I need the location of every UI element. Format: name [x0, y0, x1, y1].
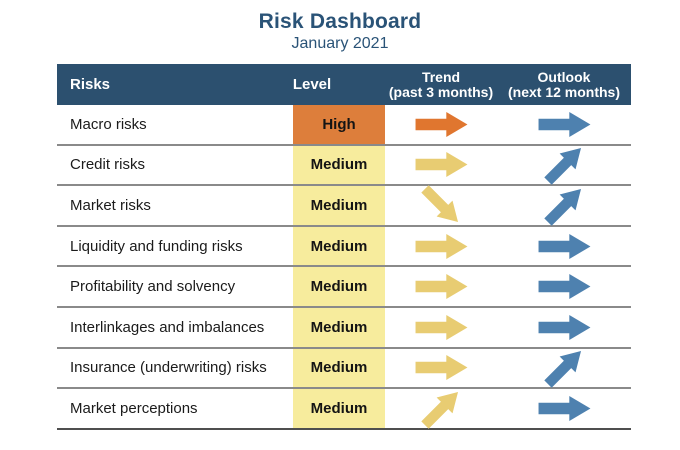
- table-row: Interlinkages and imbalances Medium: [57, 307, 631, 349]
- level-badge: Medium: [293, 145, 385, 185]
- risk-label: Interlinkages and imbalances: [70, 318, 265, 336]
- down-right-arrow-icon: [420, 185, 458, 223]
- level-badge: Medium: [293, 307, 385, 347]
- outlook-cell: [497, 389, 631, 428]
- trend-cell: [385, 349, 497, 388]
- trend-cell: [385, 389, 497, 429]
- trend-cell: [385, 267, 497, 306]
- page-header: Risk Dashboard January 2021: [0, 0, 680, 54]
- outlook-cell: [497, 186, 631, 226]
- level-badge: High: [293, 105, 385, 144]
- right-arrow-icon: [415, 274, 467, 300]
- right-arrow-icon: [538, 111, 590, 137]
- right-arrow-icon: [415, 111, 467, 137]
- up-right-arrow-icon: [543, 351, 581, 389]
- risk-label: Liquidity and funding risks: [70, 237, 243, 255]
- outlook-cell: [497, 308, 631, 347]
- risk-label: Profitability and solvency: [70, 278, 236, 296]
- column-header-outlook-sublabel: (next 12 months): [507, 83, 620, 100]
- table-row: Macro risks High: [57, 105, 631, 146]
- outlook-cell: [497, 227, 631, 266]
- table-row: Market risks Medium: [57, 185, 631, 227]
- right-arrow-icon: [538, 233, 590, 259]
- risk-label: Credit risks: [70, 156, 146, 174]
- level-badge: Medium: [293, 267, 385, 306]
- table-row: Liquidity and funding risks Medium: [57, 226, 631, 268]
- trend-cell: [385, 308, 497, 347]
- right-arrow-icon: [415, 233, 467, 259]
- level-badge: Medium: [293, 226, 385, 266]
- risk-label: Macro risks: [70, 115, 147, 133]
- level-badge: Medium: [293, 348, 385, 388]
- column-header-trend-sublabel: (past 3 months): [388, 83, 494, 100]
- up-right-arrow-icon: [420, 391, 458, 429]
- right-arrow-icon: [538, 395, 590, 421]
- table-row: Market perceptions Medium: [57, 389, 631, 430]
- right-arrow-icon: [415, 355, 467, 381]
- risk-dashboard-table: Risks Level Trend (past 3 months) Outloo…: [57, 64, 631, 430]
- risk-label: Market perceptions: [70, 399, 198, 417]
- column-header-outlook-label: Outlook: [537, 68, 591, 85]
- level-badge: Medium: [293, 186, 385, 225]
- table-body: Macro risks High Credit risks Medium Market …: [57, 105, 631, 430]
- table-row: Credit risks Medium: [57, 145, 631, 187]
- column-header-level: Level: [292, 76, 332, 93]
- trend-cell: [385, 105, 497, 144]
- level-badge: Medium: [293, 389, 385, 428]
- trend-cell: [385, 146, 497, 185]
- outlook-cell: [497, 267, 631, 306]
- column-header-risks: Risks: [70, 76, 111, 93]
- risk-label: Insurance (underwriting) risks: [70, 359, 267, 377]
- up-right-arrow-icon: [543, 188, 581, 226]
- right-arrow-icon: [415, 152, 467, 178]
- risk-label: Market risks: [70, 196, 151, 214]
- table-header-row: Risks Level Trend (past 3 months) Outloo…: [57, 64, 631, 105]
- right-arrow-icon: [538, 274, 590, 300]
- column-header-trend: Trend (past 3 months): [385, 68, 497, 100]
- right-arrow-icon: [538, 314, 590, 340]
- outlook-cell: [497, 349, 631, 389]
- outlook-cell: [497, 146, 631, 186]
- page-subtitle: January 2021: [291, 35, 389, 52]
- outlook-cell: [497, 105, 631, 144]
- page-title: Risk Dashboard: [258, 10, 422, 33]
- table-row: Insurance (underwriting) risks Medium: [57, 348, 631, 390]
- trend-cell: [385, 185, 497, 225]
- table-row: Profitability and solvency Medium: [57, 267, 631, 308]
- up-right-arrow-icon: [543, 148, 581, 186]
- right-arrow-icon: [415, 314, 467, 340]
- column-header-trend-label: Trend: [421, 68, 461, 85]
- column-header-outlook: Outlook (next 12 months): [497, 68, 631, 100]
- trend-cell: [385, 227, 497, 266]
